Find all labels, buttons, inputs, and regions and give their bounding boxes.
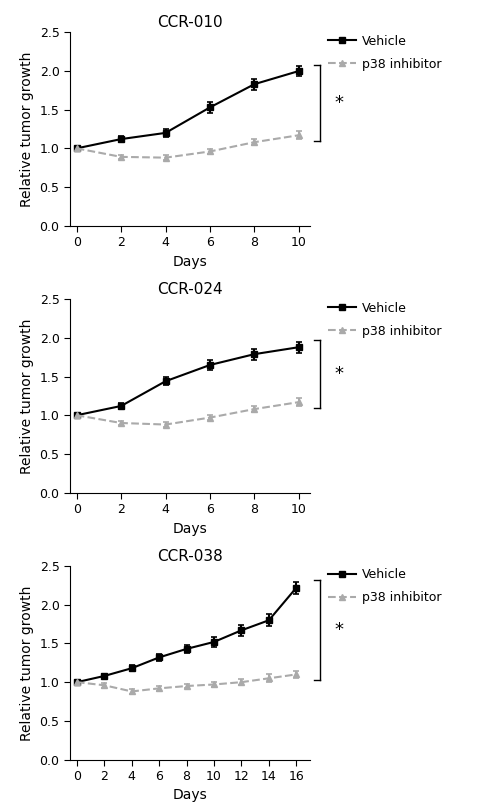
Y-axis label: Relative tumor growth: Relative tumor growth: [20, 585, 34, 740]
Y-axis label: Relative tumor growth: Relative tumor growth: [20, 318, 34, 473]
Title: CCR-038: CCR-038: [157, 549, 223, 563]
Legend: Vehicle, p38 inhibitor: Vehicle, p38 inhibitor: [328, 301, 442, 338]
Title: CCR-024: CCR-024: [157, 282, 223, 297]
Text: *: *: [334, 621, 343, 639]
X-axis label: Days: Days: [172, 789, 208, 802]
Text: *: *: [334, 365, 343, 383]
X-axis label: Days: Days: [172, 522, 208, 536]
Y-axis label: Relative tumor growth: Relative tumor growth: [20, 52, 34, 207]
X-axis label: Days: Days: [172, 255, 208, 269]
Text: *: *: [334, 94, 343, 112]
Legend: Vehicle, p38 inhibitor: Vehicle, p38 inhibitor: [328, 569, 442, 604]
Title: CCR-010: CCR-010: [157, 15, 223, 30]
Legend: Vehicle, p38 inhibitor: Vehicle, p38 inhibitor: [328, 35, 442, 71]
